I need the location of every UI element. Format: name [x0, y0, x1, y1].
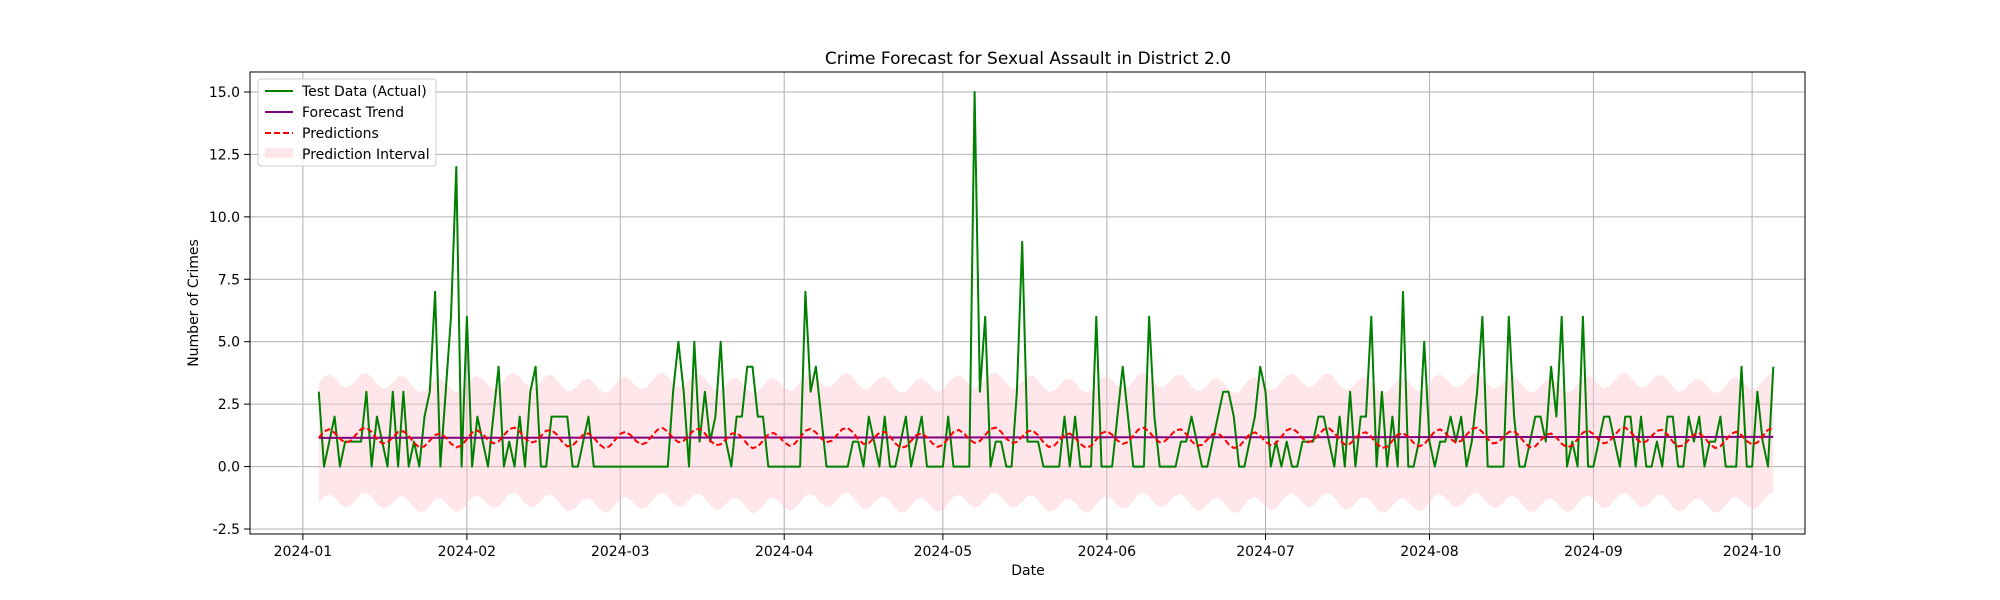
x-tick-label: 2024-10 [1723, 544, 1782, 560]
x-tick-label: 2024-02 [438, 544, 497, 560]
prediction-interval-area [318, 372, 1774, 514]
predictions-line [318, 426, 1774, 450]
x-tick-label: 2024-07 [1236, 544, 1295, 560]
legend-swatch-interval [265, 148, 293, 158]
legend-box [257, 78, 437, 167]
y-tick-label: 0.0 [218, 460, 240, 476]
x-tick-label: 2024-06 [1078, 544, 1137, 560]
x-tick-label: 2024-03 [591, 544, 650, 560]
legend-label-trend: Forecast Trend [302, 105, 404, 121]
x-tick-label: 2024-01 [274, 544, 333, 560]
x-tick-label: 2024-09 [1564, 544, 1623, 560]
y-tick-label: -2.5 [213, 522, 240, 538]
x-axis-label: Date [1011, 563, 1044, 579]
series-lines [317, 91, 1775, 468]
x-tick-label: 2024-05 [914, 544, 973, 560]
y-axis-label: Number of Crimes [186, 239, 202, 367]
chart-title: Crime Forecast for Sexual Assault in Dis… [825, 49, 1231, 69]
legend-label-actual: Test Data (Actual) [301, 84, 427, 100]
legend: Test Data (Actual) Forecast Trend Predic… [257, 78, 437, 167]
x-tick-label: 2024-04 [755, 544, 814, 560]
y-tick-label: 7.5 [218, 272, 240, 288]
y-tick-label: 10.0 [209, 210, 240, 226]
x-axis-ticks: 2024-01 2024-02 2024-03 2024-04 2024-05 2024-… [274, 534, 1782, 560]
x-tick-label: 2024-08 [1400, 544, 1459, 560]
prediction-interval-band [318, 372, 1774, 514]
legend-label-predictions: Predictions [302, 126, 379, 142]
y-tick-label: 5.0 [218, 335, 240, 351]
plot-frame [249, 71, 1806, 535]
y-tick-label: 15.0 [209, 85, 240, 101]
y-tick-label: 2.5 [218, 397, 240, 413]
legend-label-interval: Prediction Interval [302, 147, 430, 163]
y-tick-label: 12.5 [209, 147, 240, 163]
y-axis-ticks: -2.5 0.0 2.5 5.0 7.5 10.0 12.5 15.0 [209, 85, 250, 538]
forecast-trend-line [318, 435, 1774, 439]
